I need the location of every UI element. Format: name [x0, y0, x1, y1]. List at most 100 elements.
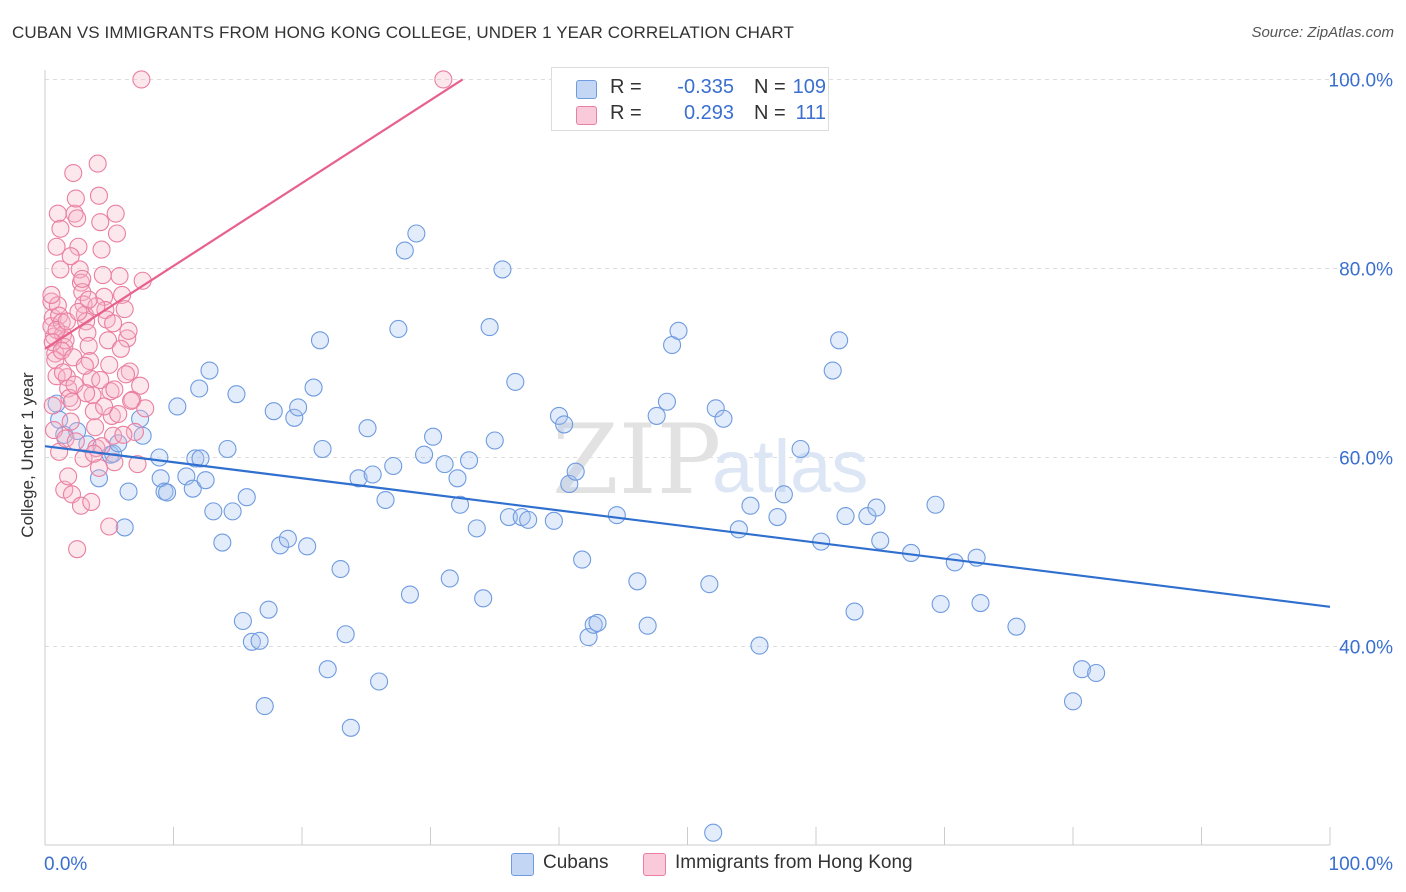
hong-kong-point — [106, 204, 125, 223]
hong-kong-point — [56, 429, 75, 448]
legend-r-value: 0.293 — [683, 102, 734, 124]
cubans-point — [506, 372, 525, 391]
cubans-point — [669, 321, 688, 340]
cubans-point — [150, 448, 169, 467]
stats-legend: R = -0.335 N = 109 R = 0.293 N = 111 — [551, 67, 829, 131]
hong-kong-point — [88, 154, 107, 173]
cubans-point — [289, 398, 308, 417]
hong-kong-point — [113, 285, 132, 304]
legend-n-value: 111 — [795, 102, 826, 124]
legend-r-value: -0.335 — [677, 76, 734, 98]
cubans-point — [845, 602, 864, 621]
cubans-point — [204, 502, 223, 521]
cubans-trend-line — [44, 445, 1331, 608]
cubans-point — [119, 482, 138, 501]
cubans-point — [255, 697, 274, 716]
cubans-point — [191, 449, 210, 468]
cubans-point — [480, 318, 499, 337]
hong-kong-point — [53, 363, 73, 382]
cubans-point — [168, 397, 187, 416]
hong-kong-point — [69, 237, 88, 256]
chart-source: Source: ZipAtlas.com — [1251, 24, 1394, 41]
cubans-point — [190, 379, 209, 398]
cubans-point — [657, 392, 676, 411]
hong-kong-point — [48, 204, 67, 223]
series-legend-swatch-pink — [643, 853, 666, 876]
cubans-point — [926, 495, 945, 514]
hong-kong-point — [100, 355, 119, 374]
cubans-point — [750, 636, 769, 655]
cubans-point — [407, 224, 426, 243]
hong-kong-point — [110, 266, 129, 286]
cubans-point — [313, 439, 332, 459]
hong-kong-point — [69, 302, 88, 322]
cubans-point — [336, 625, 355, 644]
cubans-point — [400, 585, 419, 604]
cubans-point — [706, 399, 725, 418]
cubans-point — [183, 479, 202, 498]
cubans-point — [349, 469, 368, 488]
cubans-point — [200, 361, 219, 380]
cubans-point — [370, 672, 389, 691]
cubans-point — [467, 519, 486, 538]
watermark-atlas: atlas — [712, 425, 868, 508]
cubans-point — [588, 613, 607, 632]
cubans-point — [310, 331, 330, 350]
cubans-point — [1063, 692, 1083, 711]
cubans-point — [700, 575, 719, 594]
y-tick-label: 80.0% — [1339, 259, 1393, 280]
cubans-point — [791, 439, 810, 459]
hong-kong-point — [115, 300, 134, 319]
cubans-point — [519, 510, 538, 529]
cubans-point — [647, 406, 666, 425]
hong-kong-point — [68, 209, 87, 228]
cubans-point — [304, 378, 323, 397]
cubans-point — [628, 572, 647, 591]
tick-labels: 40.0% 60.0% 80.0% 100.0% 0.0% 100.0% — [44, 70, 1393, 875]
hong-kong-point — [128, 455, 147, 474]
hong-kong-point — [89, 186, 109, 205]
hong-kong-point — [92, 240, 111, 259]
hong-kong-point — [71, 496, 91, 515]
cubans-point — [435, 455, 454, 474]
hong-kong-point — [64, 163, 83, 183]
hong-kong-point — [61, 247, 80, 266]
cubans-point — [704, 823, 723, 842]
watermark-zip: ZIP — [552, 404, 721, 516]
cubans-point — [607, 506, 626, 525]
hong-kong-point — [118, 329, 137, 348]
cubans-point — [544, 511, 563, 530]
legend-r-label: R = — [610, 76, 642, 98]
cubans-point — [459, 451, 479, 470]
cubans-point — [196, 471, 215, 490]
cubans-point — [573, 550, 592, 569]
legend-n-label: N = — [754, 76, 786, 98]
hong-kong-point — [79, 336, 98, 356]
hong-kong-point — [73, 269, 92, 288]
cubans-point — [250, 631, 269, 650]
hong-kong-point — [136, 399, 155, 418]
hong-kong-point — [59, 467, 78, 486]
hong-kong-point — [93, 266, 112, 285]
cubans-point — [233, 611, 252, 631]
cubans-point — [549, 406, 569, 425]
hong-kong-point — [66, 432, 85, 451]
hong-kong-point — [43, 396, 62, 415]
hong-kong-point — [100, 517, 119, 536]
legend-swatch-pink — [576, 106, 597, 125]
cubans-point — [384, 456, 403, 476]
x-tick-label: 100.0% — [1329, 854, 1394, 875]
hong-kong-point — [123, 390, 142, 409]
hong-kong-point — [61, 412, 80, 431]
hong-kong-point — [92, 437, 111, 456]
cubans-point — [774, 485, 793, 504]
hong-kong-point — [95, 287, 114, 306]
series-legend: Cubans Immigrants from Hong Kong — [0, 851, 1406, 879]
cubans-point — [415, 445, 434, 464]
y-tick-label: 40.0% — [1339, 638, 1393, 659]
hong-kong-point — [75, 356, 94, 375]
hong-kong-point — [89, 458, 109, 477]
cubans-point — [451, 495, 470, 514]
hong-kong-point — [83, 386, 102, 405]
